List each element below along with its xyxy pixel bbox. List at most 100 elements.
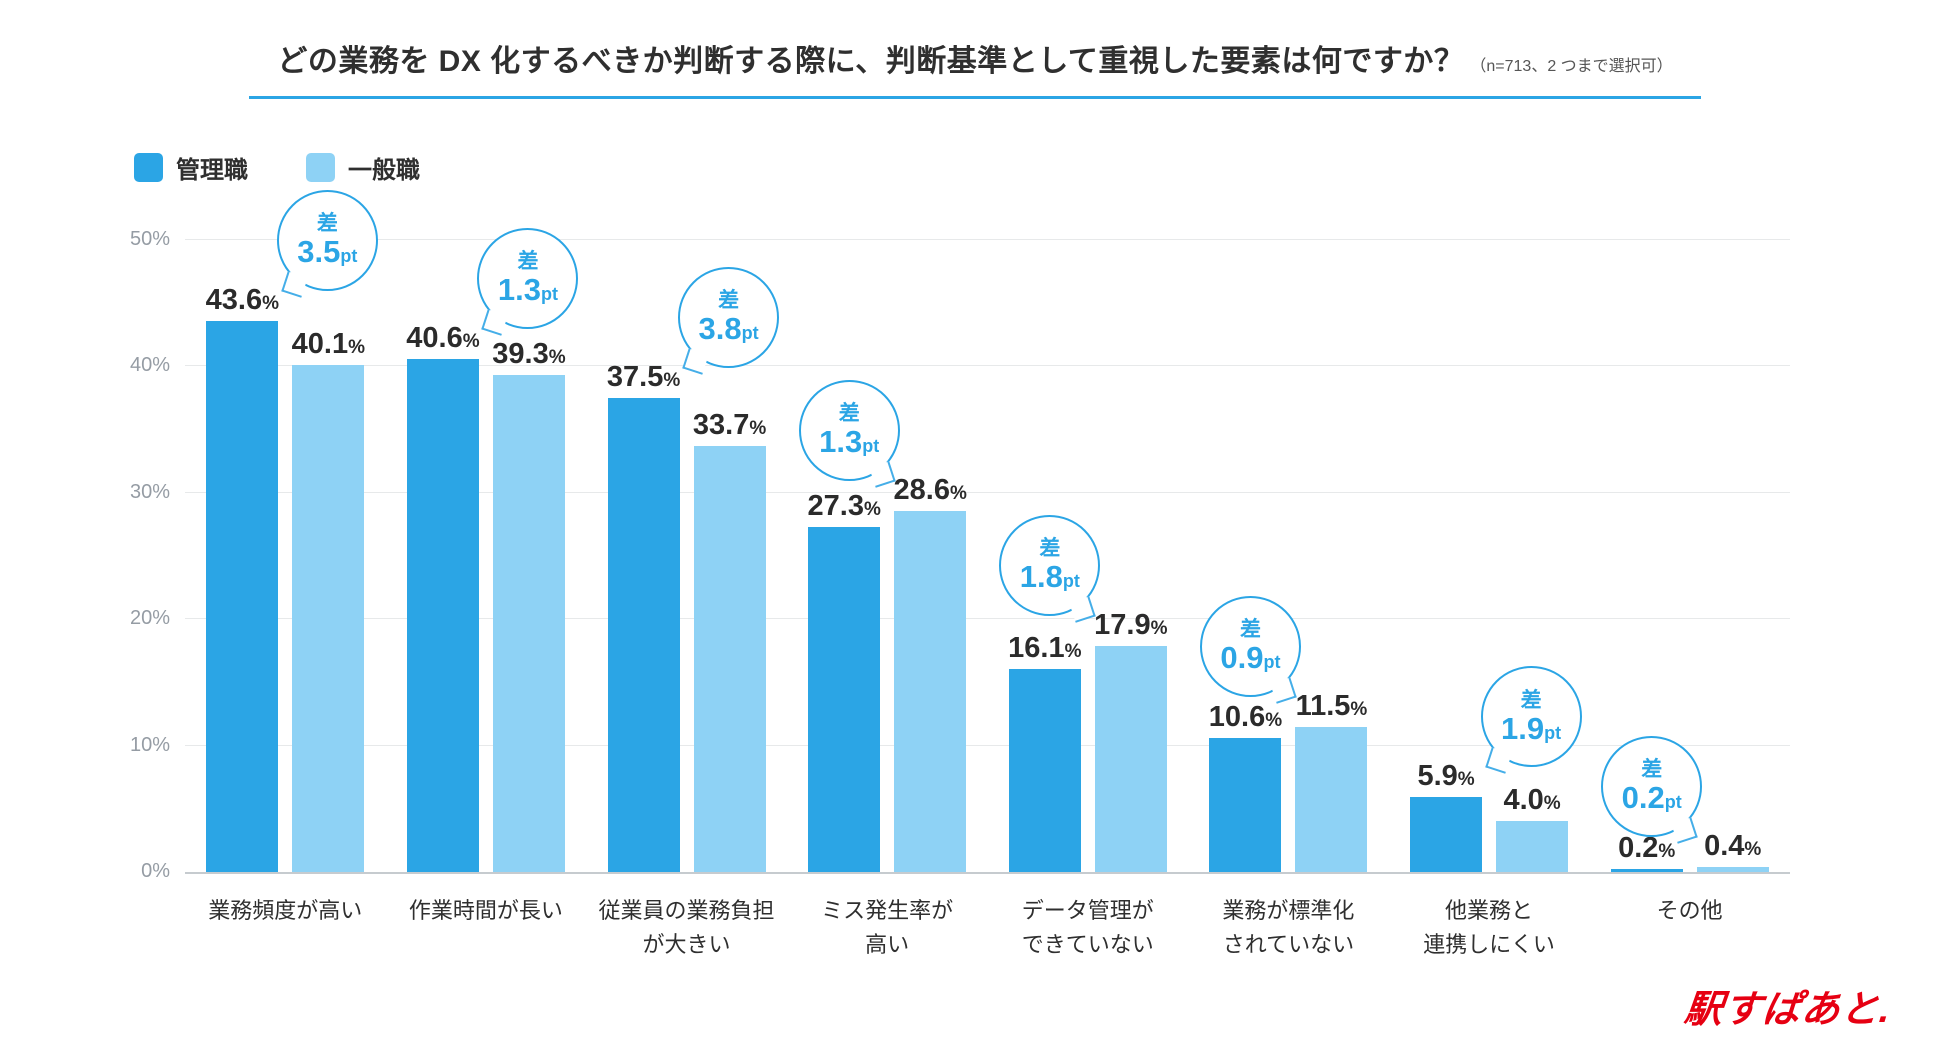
value-label: 28.6% [893,473,967,506]
value-label: 27.3% [807,489,881,522]
y-axis-tick: 30% [129,480,170,503]
bar-管理職: 10.6% [1209,703,1282,872]
bubble-tail [1484,747,1512,775]
gridline [185,239,1790,240]
legend-item: 管理職 [134,150,248,185]
y-axis-tick: 20% [129,607,170,630]
legend-swatch-icon [134,153,163,182]
bar-管理職: 16.1% [1008,633,1081,872]
legend-label: 管理職 [176,157,248,184]
chart-subtitle: （n=713、2 つまで選択可） [1470,58,1673,75]
bar-管理職: 43.6% [206,285,279,872]
bar-一般職: 17.9% [1094,610,1167,872]
x-axis-category-label: 他業務と 連携しにくい [1423,898,1555,958]
bar-一般職: 4.0% [1496,786,1569,872]
legend-label: 一般職 [348,157,420,184]
diff-bubble: 差 1.9pt [1480,666,1582,775]
bar-group: 40.6% 39.3% 差 1.3pt [386,227,587,872]
title-underline: どの業務を DX 化するべきか判断する際に、判断基準として重視した要素は何ですか… [249,36,1701,99]
bar-一般職: 0.4% [1696,831,1769,872]
chart-header: どの業務を DX 化するべきか判断する際に、判断基準として重視した要素は何ですか… [0,36,1950,99]
legend: 管理職 一般職 [134,150,420,185]
chart-title: どの業務を DX 化するべきか判断する際に、判断基準として重視した要素は何ですか… [277,45,1465,78]
value-label: 0.2% [1618,832,1676,864]
bar-一般職: 28.6% [894,475,967,872]
value-label: 5.9% [1417,760,1475,793]
bar-管理職: 40.6% [406,323,480,872]
value-label: 17.9% [1094,608,1168,641]
diff-value: 3.5pt [297,234,358,270]
diff-bubble: 差 0.9pt [1199,595,1301,704]
bar-一般職: 39.3% [492,340,566,872]
bar-一般職: 11.5% [1295,691,1368,872]
y-axis-tick: 50% [129,228,170,250]
bubble-tail [481,309,509,336]
value-label: 40.6% [406,321,480,354]
value-label: 4.0% [1503,784,1561,817]
gridline [185,618,1790,620]
bubble-tail [1671,817,1698,844]
value-label: 10.6% [1208,701,1283,734]
bubble-tail [868,460,896,488]
plot-area: 0% 10% 20% 30% 40% 50% 43.6% 40.1% 差 3.5pt 40.6% 39… [130,189,1790,882]
value-label: 0.4% [1704,829,1762,862]
gridline [185,744,1790,746]
y-axis-tick: 40% [129,354,170,377]
bar-group: 0.2% 0.4% 差 0.2pt [1589,240,1790,872]
diff-value: 3.8pt [698,311,759,347]
diff-bubble: 差 3.5pt [276,189,378,298]
y-axis-tick: 10% [129,733,170,756]
diff-prefix: 差 [718,289,740,313]
bar-管理職: 37.5% [607,363,680,872]
x-axis-category-label: ミス発生率が 高い [821,898,954,958]
bar-group: 5.9% 4.0% 差 1.9pt [1389,240,1590,872]
bar-管理職: 0.2% [1610,834,1683,872]
gridline [185,365,1790,367]
diff-bubble: 差 3.8pt [678,267,780,375]
diff-prefix: 差 [517,249,539,273]
bar-group: 10.6% 11.5% 差 0.9pt [1188,240,1389,872]
bubble-tail [1270,676,1297,704]
bar-group: 27.3% 28.6% 差 1.3pt [787,240,988,872]
value-label: 33.7% [692,409,767,442]
x-axis-category-label: 業務が標準化 されていない [1222,898,1355,958]
bubble-tail [1069,596,1097,623]
bar-一般職: 33.7% [693,411,766,872]
brand-logo: 駅すぱあと. [1682,989,1894,1031]
bar-group: 37.5% 33.7% 差 3.8pt [586,240,787,872]
value-label: 11.5% [1295,689,1368,722]
bar-管理職: 5.9% [1410,762,1483,872]
y-axis-tick: 0% [141,860,170,882]
diff-prefix: 差 [1039,536,1061,560]
diff-bubble: 差 1.3pt [798,379,900,488]
value-label: 43.6% [205,283,279,316]
bubble-tail [281,271,308,298]
x-axis-category-label: その他 [1656,898,1723,923]
bar-group: 43.6% 40.1% 差 3.5pt [185,189,386,872]
x-axis-category-label: 従業員の業務負担 が大きい [598,898,775,958]
diff-prefix: 差 [1520,688,1542,712]
value-label: 39.3% [492,338,566,371]
bubble-tail [682,348,709,375]
diff-value: 0.9pt [1220,639,1281,675]
diff-bubble: 差 1.8pt [999,514,1101,623]
diff-value: 1.8pt [1019,559,1080,595]
x-axis-category-label: データ管理が できていない [1021,898,1154,958]
bar-一般職: 40.1% [292,330,365,872]
diff-prefix: 差 [316,212,338,236]
legend-swatch-icon [306,153,335,182]
diff-bubble: 差 1.3pt [477,227,579,336]
legend-item: 一般職 [306,150,420,185]
diff-value: 1.9pt [1501,710,1562,746]
value-label: 37.5% [606,361,681,393]
diff-value: 1.3pt [819,423,880,459]
value-label: 40.1% [291,328,365,361]
x-axis-category-label: 業務頻度が高い [208,898,363,923]
diff-prefix: 差 [838,401,860,425]
diff-prefix: 差 [1641,758,1663,782]
bar-group: 16.1% 17.9% 差 1.8pt [988,240,1189,872]
x-axis-category-label: 作業時間が長い [408,898,563,923]
bars-row: 43.6% 40.1% 差 3.5pt 40.6% 39.3% 差 1.3pt 37.5% 33.… [185,189,1790,872]
bar-管理職: 27.3% [808,491,881,872]
